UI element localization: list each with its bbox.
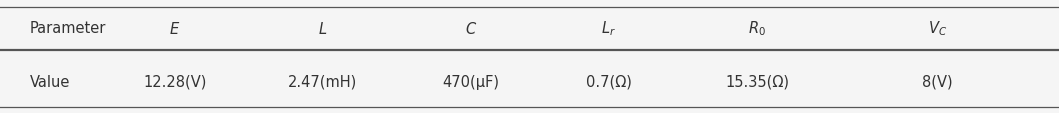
Text: 12.28(V): 12.28(V) xyxy=(143,74,207,89)
Text: 2.47(mH): 2.47(mH) xyxy=(288,74,358,89)
Text: 0.7(Ω): 0.7(Ω) xyxy=(586,74,632,89)
Text: 15.35(Ω): 15.35(Ω) xyxy=(725,74,789,89)
Text: 8(V): 8(V) xyxy=(922,74,952,89)
Text: 470(μF): 470(μF) xyxy=(443,74,500,89)
Text: $L$: $L$ xyxy=(319,20,327,36)
Text: $C$: $C$ xyxy=(465,20,478,36)
Text: Parameter: Parameter xyxy=(30,21,106,36)
Text: $R_0$: $R_0$ xyxy=(749,19,766,38)
Text: $V_C$: $V_C$ xyxy=(928,19,947,38)
Text: $L_r$: $L_r$ xyxy=(602,19,616,38)
Text: $E$: $E$ xyxy=(169,20,180,36)
Text: Value: Value xyxy=(30,74,70,89)
